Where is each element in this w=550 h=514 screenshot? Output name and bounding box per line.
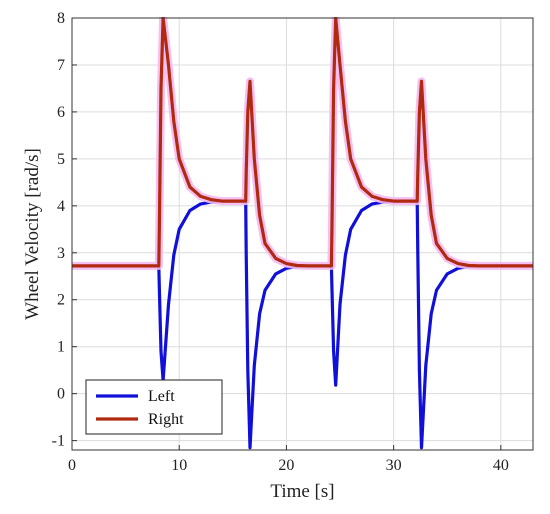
y-tick-label: 5 xyxy=(57,151,65,168)
y-tick-label: 8 xyxy=(57,10,65,27)
y-tick-label: 1 xyxy=(57,339,65,356)
series-layer xyxy=(72,17,533,450)
y-tick-label: 7 xyxy=(57,57,65,74)
x-tick-label: 30 xyxy=(386,457,402,474)
legend-label-left: Left xyxy=(148,388,175,405)
x-tick-label: 40 xyxy=(493,457,509,474)
y-tick-label: -1 xyxy=(52,433,65,450)
legend-box xyxy=(85,379,223,435)
y-tick-label: 3 xyxy=(57,245,65,262)
series-line-right xyxy=(72,17,533,268)
y-tick-label: 4 xyxy=(57,198,65,215)
x-tick-label: 10 xyxy=(171,457,187,474)
plot-area-frame xyxy=(71,17,534,451)
x-tick-label: 20 xyxy=(278,457,294,474)
y-tick-label: 6 xyxy=(57,104,65,121)
y-tick-label: 0 xyxy=(57,386,65,403)
y-axis-label: Wheel Velocity [rad/s] xyxy=(22,148,43,320)
grid xyxy=(71,17,533,450)
legend: Left Right xyxy=(85,379,223,435)
y-tick-label: 2 xyxy=(57,292,65,309)
x-tick-label: 0 xyxy=(68,457,76,474)
series-halo xyxy=(72,17,533,270)
x-axis-label: Time [s] xyxy=(270,481,334,502)
legend-label-right: Right xyxy=(148,411,184,428)
